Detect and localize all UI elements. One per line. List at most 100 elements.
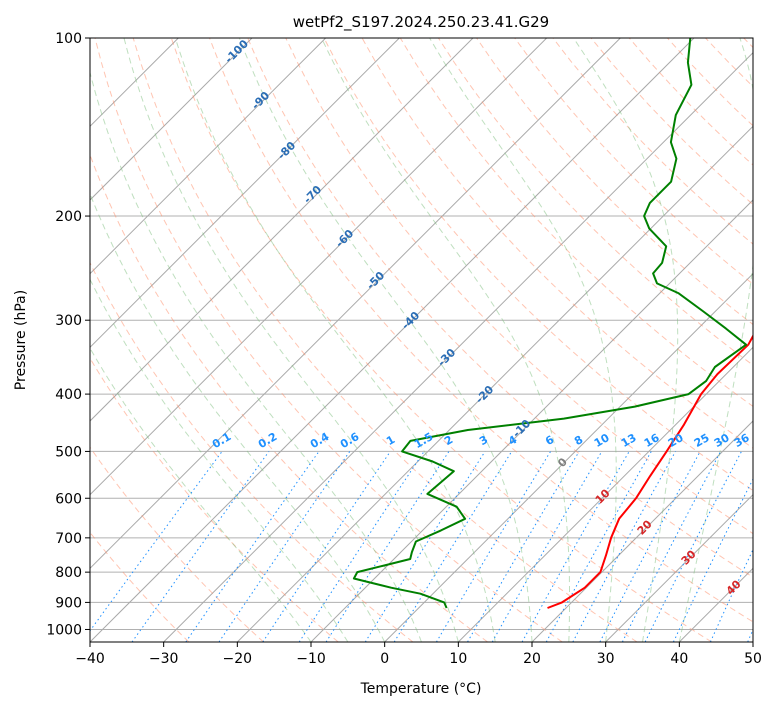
isotherm-line bbox=[384, 272, 753, 642]
mixing-ratio-label: 36 bbox=[732, 431, 752, 450]
mixing-ratio-line bbox=[435, 451, 552, 642]
mixing-ratio-label: 8 bbox=[572, 433, 585, 448]
mixing-ratio-line bbox=[747, 628, 753, 642]
y-tick-label: 500 bbox=[55, 444, 82, 460]
x-ticks: −40 −30 −20 −10 0 10 20 30 40 50 bbox=[75, 642, 762, 667]
isotherm-label: -50 bbox=[364, 269, 387, 292]
grid-layer bbox=[90, 38, 753, 642]
y-tick-label: 1000 bbox=[46, 622, 82, 638]
isotherm-label: -70 bbox=[301, 183, 324, 206]
dry-adiabat bbox=[590, 38, 753, 206]
y-ticks: 100 200 300 400 500 600 700 800 900 1000 bbox=[46, 31, 90, 638]
mixing-ratio-line bbox=[467, 451, 580, 642]
mixing-ratio-line bbox=[90, 451, 223, 632]
mixing-ratio-line bbox=[131, 451, 270, 642]
mixing-ratio-line bbox=[545, 451, 652, 642]
dry-adiabat bbox=[667, 38, 753, 127]
dry-adiabat bbox=[170, 38, 712, 642]
isotherm-label: -90 bbox=[249, 89, 272, 112]
mixing-ratio-line bbox=[709, 548, 753, 642]
x-axis-label: Temperature (°C) bbox=[360, 681, 482, 697]
moist-adiabat bbox=[573, 38, 679, 642]
isotherm-line bbox=[90, 38, 621, 570]
dry-adiabat bbox=[90, 153, 488, 642]
dry-adiabat bbox=[743, 38, 753, 49]
isotherm-line bbox=[531, 420, 753, 642]
moist-adiabat bbox=[123, 38, 459, 642]
mixing-ratio-label: 6 bbox=[543, 433, 556, 448]
dry-adiabat bbox=[90, 261, 414, 642]
x-tick-label: 0 bbox=[380, 651, 389, 667]
mixing-ratio-label: 10 bbox=[592, 431, 612, 450]
y-tick-label: 900 bbox=[55, 595, 82, 611]
label-layer: -100-90-80-70-60-50-40-30-20-100.1 0.2 0.4… bbox=[210, 37, 752, 598]
isotherm-label: -30 bbox=[435, 346, 458, 369]
y-tick-label: 100 bbox=[55, 31, 82, 47]
isotherm-label: -100 bbox=[222, 37, 251, 66]
dry-adiabat bbox=[90, 357, 339, 642]
isotherm-line bbox=[752, 641, 753, 642]
x-tick-label: −30 bbox=[149, 651, 179, 667]
dry-adiabat bbox=[514, 38, 753, 285]
x-tick-label: 10 bbox=[449, 651, 467, 667]
zero-label: 0 bbox=[555, 455, 570, 470]
dewpoint-profile-line bbox=[352, 38, 748, 609]
isotherm-label: -60 bbox=[333, 227, 356, 250]
y-tick-label: 200 bbox=[55, 209, 82, 225]
mixing-ratio-label: 0.2 bbox=[256, 430, 279, 451]
y-tick-label: 300 bbox=[55, 313, 82, 329]
dry-adiabat bbox=[476, 38, 753, 326]
y-tick-label: 800 bbox=[55, 565, 82, 581]
mixing-ratio-line bbox=[262, 451, 391, 642]
red-label: 20 bbox=[635, 517, 655, 537]
mixing-ratio-label: 25 bbox=[692, 431, 712, 450]
red-label: 10 bbox=[593, 486, 613, 506]
mixing-ratio-line bbox=[393, 451, 513, 642]
x-tick-label: −10 bbox=[296, 651, 326, 667]
mixing-ratio-label: 0.4 bbox=[308, 430, 332, 451]
mixing-ratio-line bbox=[521, 451, 630, 642]
x-tick-label: 30 bbox=[597, 651, 615, 667]
y-tick-label: 600 bbox=[55, 491, 82, 507]
dry-adiabat bbox=[209, 38, 753, 623]
moist-adiabat bbox=[678, 38, 753, 642]
moist-adiabat bbox=[90, 192, 386, 642]
y-tick-label: 400 bbox=[55, 387, 82, 403]
y-axis-label: Pressure (hPa) bbox=[13, 290, 29, 390]
isotherm-line bbox=[90, 38, 474, 422]
moist-adiabat bbox=[238, 38, 533, 642]
mixing-ratio-label: 30 bbox=[712, 431, 732, 450]
mixing-ratio-label: 13 bbox=[619, 431, 639, 450]
x-tick-label: −40 bbox=[75, 651, 105, 667]
isotherm-line bbox=[90, 38, 327, 275]
isotherm-line bbox=[90, 38, 695, 642]
dry-adiabat bbox=[323, 38, 753, 492]
x-tick-label: 20 bbox=[523, 651, 541, 667]
series-layer bbox=[352, 38, 753, 609]
dry-adiabat bbox=[247, 38, 753, 578]
moist-adiabat bbox=[90, 347, 312, 642]
mixing-ratio-label: 0.1 bbox=[210, 430, 233, 451]
isotherm-line bbox=[236, 125, 753, 642]
isotherm-line bbox=[457, 346, 753, 642]
red-label: 30 bbox=[679, 547, 699, 567]
dry-adiabat bbox=[90, 446, 264, 642]
mixing-ratio-label: 2 bbox=[442, 433, 455, 448]
chart-title: wetPf2_S197.2024.250.23.41.G29 bbox=[293, 13, 549, 32]
mixing-ratio-line bbox=[364, 451, 486, 642]
isotherm-line bbox=[678, 567, 753, 642]
mixing-ratio-line bbox=[599, 451, 701, 642]
dry-adiabat bbox=[132, 38, 638, 642]
y-tick-label: 700 bbox=[55, 531, 82, 547]
moist-adiabat bbox=[90, 70, 422, 642]
moist-adiabat bbox=[174, 38, 496, 642]
isotherm-line bbox=[605, 493, 753, 642]
x-tick-label: −20 bbox=[223, 651, 253, 667]
dry-adiabat bbox=[94, 38, 563, 642]
mixing-ratio-line bbox=[185, 451, 320, 642]
mixing-ratio-line bbox=[644, 451, 742, 642]
mixing-ratio-line bbox=[572, 451, 676, 642]
isotherm-line bbox=[90, 38, 253, 201]
moist-adiabat bbox=[429, 38, 617, 642]
